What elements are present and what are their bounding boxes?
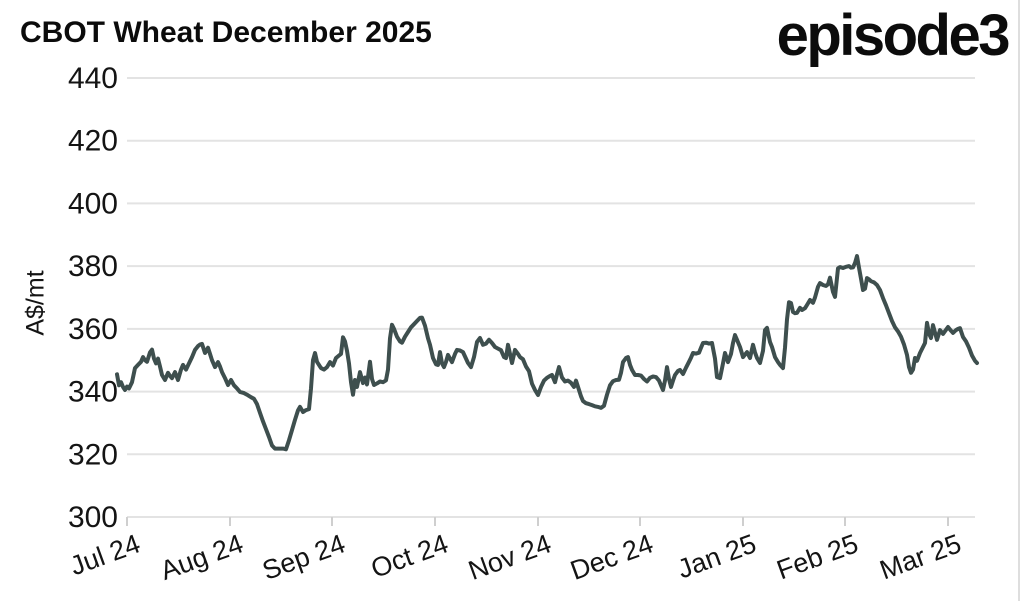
x-tick-label-0: Jul 24 bbox=[66, 528, 144, 581]
x-tick-label-1: Aug 24 bbox=[156, 528, 247, 585]
x-tick-label-3: Oct 24 bbox=[367, 528, 452, 583]
x-tick-label-7: Feb 25 bbox=[773, 528, 862, 585]
y-tick-label-320: 320 bbox=[68, 438, 118, 471]
y-axis-label: A$/mt bbox=[21, 270, 50, 336]
x-tick-label-5: Dec 24 bbox=[566, 528, 657, 585]
y-tick-label-380: 380 bbox=[68, 250, 118, 283]
episode3-logo: episode3 bbox=[776, 3, 1011, 68]
x-tick-label-6: Jan 25 bbox=[674, 528, 760, 584]
y-tick-label-340: 340 bbox=[68, 376, 118, 409]
chart-title: CBOT Wheat December 2025 bbox=[20, 16, 432, 49]
x-tick-label-2: Sep 24 bbox=[258, 528, 349, 585]
y-tick-label-360: 360 bbox=[68, 313, 118, 346]
price-line bbox=[115, 254, 979, 452]
page-right-border bbox=[1018, 0, 1020, 601]
y-tick-label-420: 420 bbox=[68, 125, 118, 158]
y-tick-label-440: 440 bbox=[68, 62, 118, 95]
y-tick-label-400: 400 bbox=[68, 187, 118, 220]
x-tick-label-4: Nov 24 bbox=[464, 528, 555, 585]
y-tick-label-300: 300 bbox=[68, 501, 118, 534]
x-tick-label-8: Mar 25 bbox=[876, 528, 965, 585]
